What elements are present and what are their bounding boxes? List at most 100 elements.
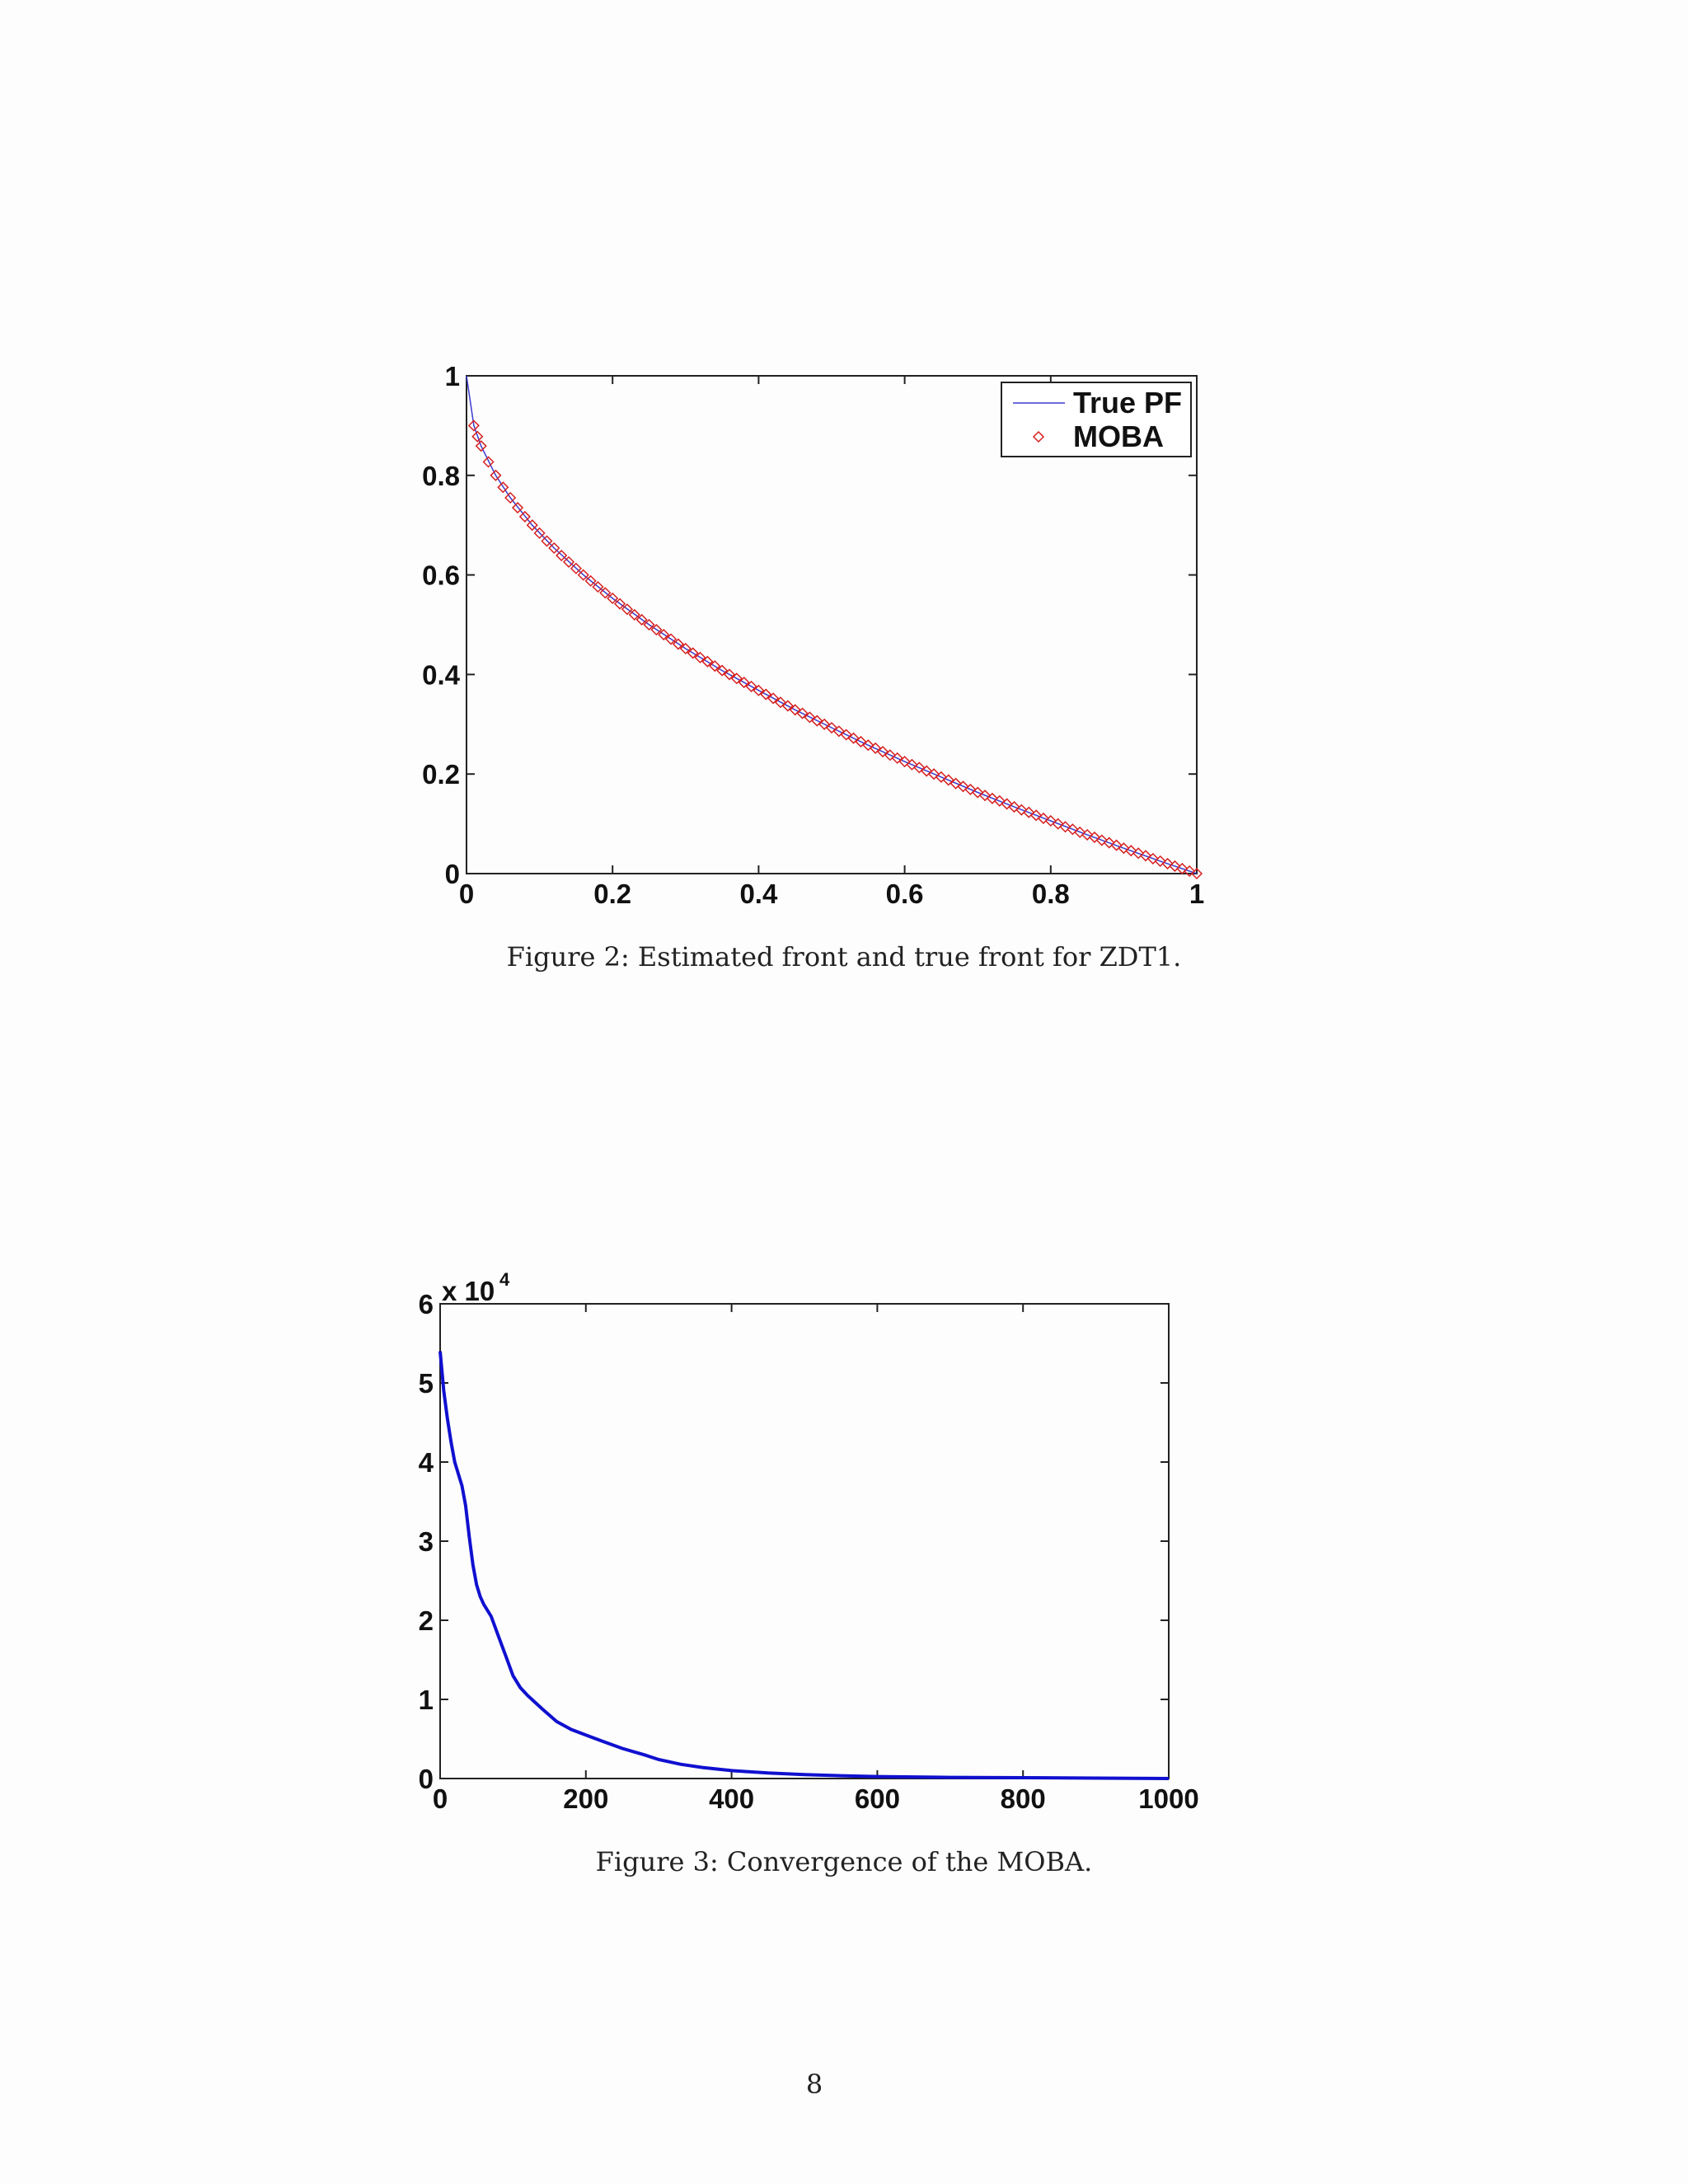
moba-point (1169, 860, 1181, 873)
moba-point (1103, 837, 1115, 849)
moba-point (1015, 804, 1028, 816)
y-tick-label: 1 (419, 1685, 434, 1715)
legend-box (1001, 382, 1192, 457)
moba-point (1118, 842, 1130, 855)
moba-point (760, 688, 772, 701)
moba-point (526, 519, 538, 532)
moba-point (1067, 823, 1079, 836)
y-tick-label: 0.2 (422, 759, 460, 790)
moba-point (738, 677, 750, 689)
moba-point (497, 481, 509, 494)
moba-point (1161, 857, 1174, 869)
moba-point (935, 771, 947, 783)
y-tick-label: 6 (419, 1289, 434, 1319)
moba-point (562, 555, 575, 568)
moba-point (533, 527, 546, 539)
moba-point (643, 618, 655, 631)
moba-point (1088, 831, 1101, 843)
moba-point (884, 749, 896, 762)
x-tick-label: 400 (709, 1783, 754, 1814)
figure-2-caption: Figure 2: Estimated front and true front… (506, 941, 1182, 972)
moba-point (511, 501, 524, 514)
y-tick-label: 0.8 (422, 461, 460, 491)
moba-point (471, 430, 484, 443)
moba-point (921, 765, 933, 777)
moba-point (1001, 798, 1013, 810)
moba-point (950, 777, 962, 790)
moba-point (570, 562, 582, 574)
x-tick-label: 1 (1189, 879, 1204, 909)
moba-point (964, 783, 977, 795)
moba-point (665, 633, 678, 645)
legend-moba-label: MOBA (1073, 419, 1164, 453)
x-tick-label: 600 (855, 1783, 900, 1814)
moba-point (796, 707, 809, 719)
moba-point (1139, 850, 1152, 862)
moba-point (870, 742, 882, 754)
moba-point (986, 792, 998, 804)
moba-point (577, 569, 589, 581)
moba-point (1132, 847, 1145, 860)
moba-point (767, 692, 780, 705)
moba-point (723, 668, 736, 681)
moba-point (518, 510, 531, 523)
x-tick-label: 0.8 (1032, 879, 1070, 909)
moba-point (709, 660, 721, 673)
moba-point (1125, 845, 1137, 857)
moba-point (1190, 867, 1203, 880)
x-tick-label: 1000 (1138, 1783, 1198, 1814)
y-tick-label: 1 (445, 361, 460, 391)
moba-point (832, 725, 845, 738)
moba-point (730, 673, 743, 685)
moba-point (1023, 806, 1035, 818)
moba-point (1095, 834, 1108, 846)
moba-point (978, 790, 992, 802)
moba-point (467, 419, 480, 432)
moba-point (898, 756, 911, 768)
moba-point (592, 581, 604, 593)
convergence-line (438, 1351, 1170, 1780)
y-tick-label: 0.6 (422, 560, 460, 591)
moba-point (679, 642, 692, 655)
moba-point (687, 647, 699, 659)
moba-point (607, 592, 619, 605)
legend-moba-marker (1032, 430, 1045, 443)
moba-point (818, 718, 831, 730)
moba-point (862, 739, 874, 752)
moba-point (972, 786, 984, 799)
moba-point (811, 715, 823, 727)
y-multiplier-label: x 10 (442, 1276, 495, 1306)
moba-point (548, 541, 560, 555)
moba-point (482, 456, 495, 468)
moba-point (781, 700, 794, 712)
moba-point (599, 587, 612, 599)
moba-point (942, 774, 954, 786)
x-tick-label: 0.2 (593, 879, 631, 909)
moba-point (1184, 865, 1196, 878)
moba-point (913, 762, 926, 774)
moba-point (504, 491, 517, 504)
y-tick-label: 2 (419, 1605, 434, 1636)
moba-point (1154, 855, 1166, 867)
moba-point (490, 469, 502, 481)
x-tick-label: 800 (1001, 1783, 1046, 1814)
y-tick-label: 0 (419, 1764, 434, 1794)
x-tick-label: 0.6 (886, 879, 924, 909)
moba-point (584, 574, 597, 587)
page-number: 8 (805, 2069, 823, 2100)
moba-point (1052, 818, 1064, 830)
moba-point (927, 768, 940, 780)
moba-point (650, 623, 663, 636)
x-tick-label: 200 (563, 1783, 608, 1814)
moba-point (825, 721, 838, 734)
moba-point (993, 794, 1006, 807)
moba-point (906, 758, 918, 771)
y-tick-label: 0 (445, 859, 460, 889)
moba-point (556, 549, 568, 562)
moba-point (541, 535, 553, 547)
moba-point (745, 680, 757, 692)
y-tick-label: 3 (419, 1526, 434, 1557)
moba-point (891, 752, 903, 764)
moba-point (613, 598, 626, 610)
moba-point (1030, 809, 1043, 822)
